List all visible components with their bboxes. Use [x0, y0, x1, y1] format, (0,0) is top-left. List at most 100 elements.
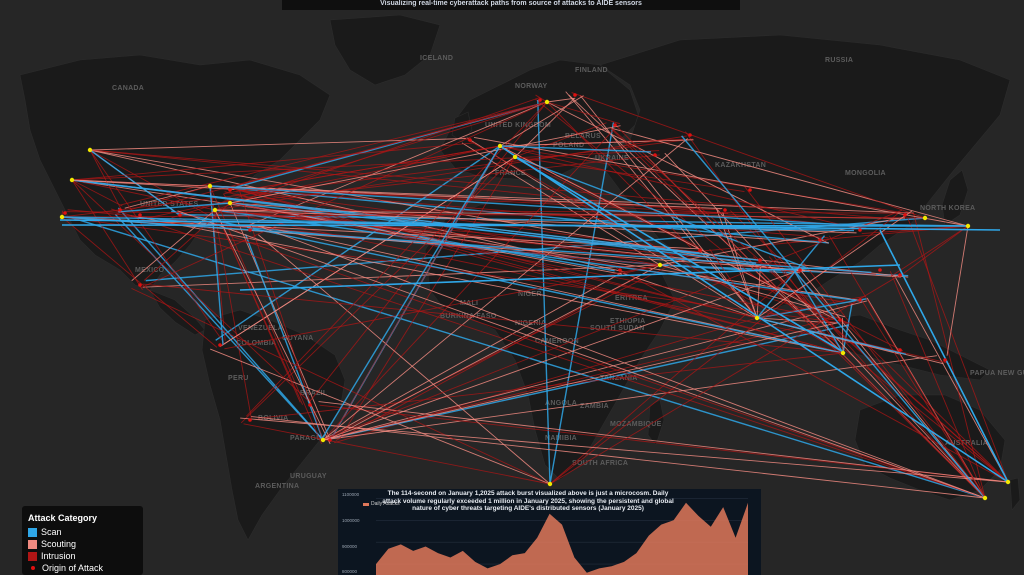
attack-path-line	[142, 264, 661, 288]
origin-dot	[943, 358, 947, 362]
sensor-dot	[69, 177, 75, 183]
attack-path-line	[322, 209, 903, 441]
y-tick-label: 900000	[342, 544, 358, 549]
attack-path-line	[546, 101, 620, 125]
attack-path-line	[246, 101, 548, 417]
country-label: MONGOLIA	[845, 170, 886, 177]
origin-dot	[618, 268, 622, 272]
series-name: Daily Attacks	[371, 501, 400, 507]
country-label: UKRAINE	[595, 155, 629, 162]
country-label: FINLAND	[575, 67, 608, 74]
sensor-dot	[922, 215, 928, 221]
attack-path-line	[223, 156, 516, 345]
country-label: NAMIBIA	[545, 435, 577, 442]
origin-dot	[218, 343, 222, 347]
attack-path-line	[238, 189, 324, 441]
attack-path-line	[71, 150, 660, 181]
attack-path-line	[615, 267, 1009, 483]
attack-path-line	[71, 142, 476, 181]
attack-path-line	[335, 264, 661, 441]
attack-path-line	[177, 210, 986, 499]
attack-path-line	[549, 273, 794, 485]
attack-path-line	[131, 287, 551, 485]
origin-dot	[118, 208, 122, 212]
map-subtitle: Visualizing real-time cyberattack paths …	[282, 0, 740, 10]
central-america	[149, 289, 206, 336]
sensor-dot	[754, 315, 760, 321]
country-label: BRAZIL	[300, 390, 328, 397]
inset-series-legend: Daily Attacks	[363, 501, 400, 507]
country-label: FRANCE	[495, 170, 526, 177]
attack-path-line	[224, 191, 758, 319]
country-label: COLOMBIA	[236, 340, 277, 347]
intrusion-swatch	[28, 551, 37, 561]
country-label: NORWAY	[515, 83, 548, 90]
asia	[599, 34, 1011, 311]
origin-dot	[758, 258, 762, 262]
daily-attacks-inset: 1100000 1000000 900000 800000 Daily Atta…	[338, 489, 761, 575]
attack-path-line	[71, 179, 757, 264]
origin-dot	[468, 138, 472, 142]
attack-path-line	[322, 322, 839, 441]
north-america	[19, 54, 331, 291]
origin-dot	[858, 228, 862, 232]
landmasses	[19, 14, 1021, 541]
country-label: ETHIOPIA	[610, 318, 645, 325]
attack-path-line	[535, 94, 548, 103]
attack-path-line	[319, 404, 1009, 483]
sensor-dot	[840, 350, 846, 356]
attack-path-line	[756, 317, 906, 355]
attack-path-line	[794, 271, 844, 354]
attack-path-line	[243, 423, 551, 485]
attack-path-line	[322, 250, 699, 441]
attack-path-line	[699, 225, 969, 252]
attack-path-line	[142, 283, 844, 354]
origin-dot	[898, 273, 902, 277]
attack-path-line	[214, 209, 877, 275]
attack-path-line	[321, 145, 501, 440]
attack-path-line	[499, 145, 852, 228]
country-label: AUSTRALIA	[945, 440, 988, 447]
legend-item-scouting: Scouting	[28, 538, 143, 550]
attack-path-line	[71, 179, 143, 290]
origin-dot	[138, 213, 142, 217]
attack-path-line	[214, 97, 540, 211]
attack-path-line	[214, 209, 802, 273]
attack-path-line	[861, 300, 986, 499]
attack-path-line	[756, 235, 826, 319]
origin-dot	[898, 348, 902, 352]
attack-path-line	[229, 154, 660, 204]
attack-path-line	[209, 185, 862, 227]
attack-origins	[63, 93, 947, 442]
country-label: GUYANA	[282, 335, 314, 342]
attack-path-line	[611, 128, 986, 499]
origin-dot	[573, 93, 577, 97]
attack-path-line	[229, 202, 623, 275]
attack-path-line	[179, 217, 986, 499]
attack-path-line	[546, 97, 576, 103]
scan-path-line	[239, 264, 901, 291]
daily-attacks-chart	[376, 498, 748, 575]
madagascar	[647, 399, 665, 446]
attack-path-line	[743, 185, 986, 499]
sensor-dot	[547, 481, 553, 487]
attack-path-line	[118, 202, 231, 213]
country-label: PAPUA NEW GUINEA	[970, 370, 1024, 377]
attack-path-line	[71, 179, 723, 210]
attack-path-line	[322, 129, 615, 441]
attack-path-line	[579, 95, 758, 319]
country-label: URUGUAY	[290, 473, 327, 480]
attack-path-line	[147, 145, 501, 219]
origin-dot	[228, 188, 232, 192]
sensor-dot	[982, 495, 988, 501]
japan	[941, 169, 969, 226]
sensor-dot	[212, 207, 218, 213]
scan-path-line	[59, 219, 1001, 231]
attack-path-line	[514, 122, 607, 158]
greenland	[329, 14, 441, 86]
sensor-dot	[965, 223, 971, 229]
attack-path-line	[842, 303, 853, 354]
daily-attacks-area	[376, 502, 748, 575]
country-label: UNITED STATES	[140, 201, 199, 208]
